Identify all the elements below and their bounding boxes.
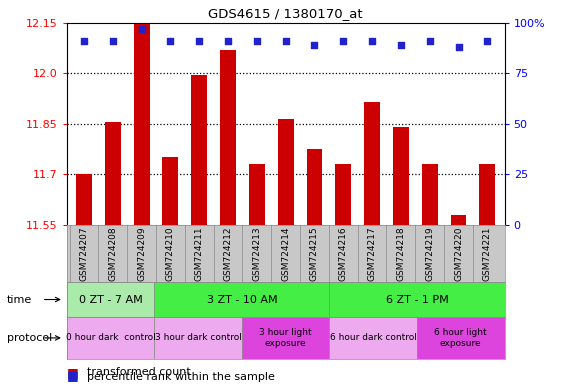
Bar [154,282,329,317]
Text: time: time [7,295,32,305]
Text: GSM724213: GSM724213 [252,227,262,281]
Bar [220,50,236,225]
Bar [133,24,150,225]
Text: 6 hour light
exposure: 6 hour light exposure [434,328,487,348]
Text: transformed count: transformed count [87,367,191,377]
Point [425,38,434,44]
Point [483,38,492,44]
Text: GSM724216: GSM724216 [339,227,348,281]
Bar [191,75,207,225]
Bar [67,282,154,317]
Text: ■: ■ [67,366,78,379]
Text: GSM724209: GSM724209 [137,227,146,281]
Text: 3 hour light
exposure: 3 hour light exposure [259,328,312,348]
Bar [335,164,351,225]
Text: ■: ■ [67,369,78,382]
Bar [417,317,505,359]
Bar [329,317,417,359]
Bar [67,317,154,359]
Point [137,26,146,32]
Text: 6 ZT - 1 PM: 6 ZT - 1 PM [386,295,448,305]
Text: GSM724214: GSM724214 [281,227,290,281]
Bar [480,164,495,225]
Text: 3 hour dark control: 3 hour dark control [155,333,241,343]
Point [454,44,463,50]
Text: GSM724215: GSM724215 [310,227,319,281]
Point [223,38,233,44]
Bar [105,122,121,225]
Bar [329,282,505,317]
Text: GSM724211: GSM724211 [195,227,204,281]
Text: 0 ZT - 7 AM: 0 ZT - 7 AM [79,295,142,305]
Point [166,38,175,44]
Bar [422,164,438,225]
Bar [364,102,380,225]
Bar [154,317,242,359]
Bar [451,215,466,225]
Text: GSM724218: GSM724218 [396,227,405,281]
Bar [242,317,329,359]
Text: GSM724220: GSM724220 [454,227,463,281]
Point [339,38,348,44]
Text: 0 hour dark  control: 0 hour dark control [66,333,155,343]
Text: 3 ZT - 10 AM: 3 ZT - 10 AM [206,295,277,305]
Text: 6 hour dark control: 6 hour dark control [330,333,416,343]
Text: GSM724210: GSM724210 [166,227,175,281]
Bar [278,119,293,225]
Bar [307,149,322,225]
Text: protocol: protocol [7,333,52,343]
Point [396,42,405,48]
Bar [162,157,178,225]
Point [368,38,377,44]
Title: GDS4615 / 1380170_at: GDS4615 / 1380170_at [208,7,363,20]
Text: GSM724219: GSM724219 [425,227,434,281]
Bar [76,174,92,225]
Point [79,38,89,44]
Text: GSM724208: GSM724208 [108,227,117,281]
Point [194,38,204,44]
Text: percentile rank within the sample: percentile rank within the sample [87,372,275,382]
Text: GSM724221: GSM724221 [483,227,492,281]
Text: GSM724217: GSM724217 [368,227,376,281]
Text: GSM724212: GSM724212 [223,227,233,281]
Point [281,38,291,44]
Point [252,38,262,44]
Point [310,42,319,48]
Bar [249,164,264,225]
Bar [393,127,409,225]
Point [108,38,117,44]
Text: GSM724207: GSM724207 [79,227,89,281]
